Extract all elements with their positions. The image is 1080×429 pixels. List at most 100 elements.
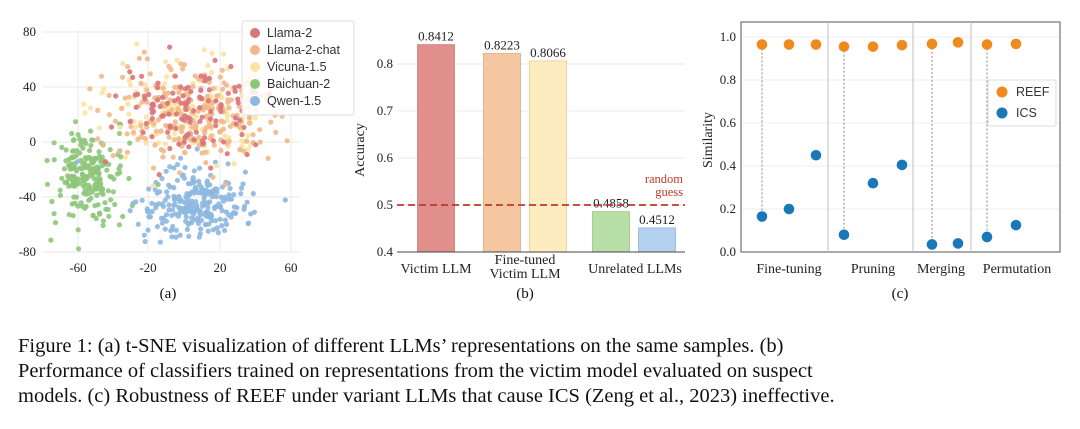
y-tick-label: 0.0 (720, 244, 736, 259)
tsne-point (205, 98, 211, 104)
tsne-point (232, 84, 238, 91)
tsne-point (178, 155, 184, 161)
tsne-point (190, 176, 196, 182)
tsne-point (222, 133, 228, 139)
tsne-point (140, 130, 146, 136)
tsne-point (209, 50, 215, 56)
tsne-point (205, 189, 211, 195)
tsne-point (191, 137, 197, 143)
tsne-point (171, 165, 177, 171)
tsne-point (250, 132, 256, 138)
tsne-point (130, 200, 136, 206)
legend-label: Qwen-1.5 (267, 94, 321, 108)
tsne-point (184, 226, 190, 232)
tsne-point (213, 194, 219, 200)
tsne-point (157, 103, 163, 109)
tsne-point (120, 61, 126, 67)
tsne-point (201, 196, 207, 202)
tsne-point (143, 140, 149, 146)
tsne-point (208, 133, 214, 139)
y-tick-label: 0.8 (720, 72, 736, 87)
tsne-point (116, 130, 123, 137)
y-tick-label: 0.8 (377, 56, 393, 71)
tsne-point (75, 227, 81, 233)
tsne-point (208, 108, 214, 114)
tsne-point (81, 101, 87, 107)
bar-value-label: 0.4512 (639, 212, 675, 227)
tsne-point (178, 111, 184, 117)
panel-a-legend: Llama-2 Llama-2-chat Vicuna-1.5 Baichuan… (241, 20, 355, 116)
tsne-point (120, 74, 126, 80)
panel-b-yticks: 0.4 0.5 0.6 0.7 0.8 (377, 56, 394, 259)
tsne-point (198, 190, 204, 196)
tsne-point (194, 202, 200, 208)
tsne-point (98, 190, 104, 196)
tsne-point (149, 110, 155, 116)
tsne-point (224, 118, 230, 124)
tsne-point (174, 161, 181, 168)
tsne-point (212, 204, 218, 210)
tsne-point (170, 90, 176, 96)
tsne-point (167, 145, 173, 152)
tsne-point (116, 166, 122, 172)
tsne-point (170, 207, 176, 213)
tsne-point (44, 181, 51, 187)
tsne-point (223, 181, 229, 187)
tsne-point (209, 218, 215, 224)
tsne-point (182, 86, 189, 92)
tsne-point (208, 124, 214, 130)
tsne-point (87, 147, 93, 154)
tsne-point (183, 106, 189, 113)
tsne-point (75, 203, 81, 209)
tsne-point (178, 84, 184, 90)
tsne-point (170, 154, 176, 160)
tsne-point (226, 212, 232, 218)
ics-point (867, 177, 879, 189)
tsne-point (82, 181, 88, 187)
tsne-point (166, 182, 172, 188)
tsne-point (90, 212, 96, 219)
tsne-point (213, 118, 219, 124)
tsne-point (149, 208, 155, 215)
tsne-point (174, 177, 180, 183)
tsne-point (245, 133, 251, 139)
x-tick-label: -60 (69, 260, 86, 275)
tsne-point (176, 170, 183, 176)
tsne-point (208, 116, 214, 122)
tsne-point (123, 154, 129, 160)
tsne-point (141, 232, 147, 238)
tsne-point (174, 57, 180, 63)
tsne-point (133, 104, 139, 110)
tsne-point (61, 166, 68, 172)
tsne-point (175, 96, 181, 102)
tsne-point (224, 111, 230, 117)
tsne-point (236, 83, 242, 89)
tsne-point (73, 119, 79, 125)
tsne-point (173, 125, 179, 132)
tsne-point (228, 196, 234, 202)
tsne-point (199, 211, 205, 217)
tsne-point (219, 223, 225, 229)
tsne-point (196, 134, 202, 141)
y-tick-label: 0 (30, 134, 37, 149)
tsne-point (182, 135, 188, 141)
tsne-point (94, 192, 100, 198)
tsne-point (187, 116, 193, 122)
tsne-point (208, 165, 214, 171)
tsne-point (59, 175, 65, 181)
tsne-point (167, 44, 173, 50)
tsne-point (79, 171, 86, 177)
y-tick-label: 0.4 (720, 158, 737, 173)
reef-point (810, 39, 822, 50)
tsne-point (224, 151, 230, 157)
tsne-point (181, 175, 187, 181)
tsne-point (245, 220, 252, 226)
tsne-point (241, 124, 247, 130)
legend-marker (250, 96, 260, 106)
tsne-point (88, 105, 94, 111)
tsne-point (69, 130, 75, 137)
y-tick-label: 0.6 (720, 115, 737, 130)
tsne-point (188, 215, 195, 221)
reef-point (1010, 38, 1022, 50)
tsne-point (198, 226, 204, 232)
